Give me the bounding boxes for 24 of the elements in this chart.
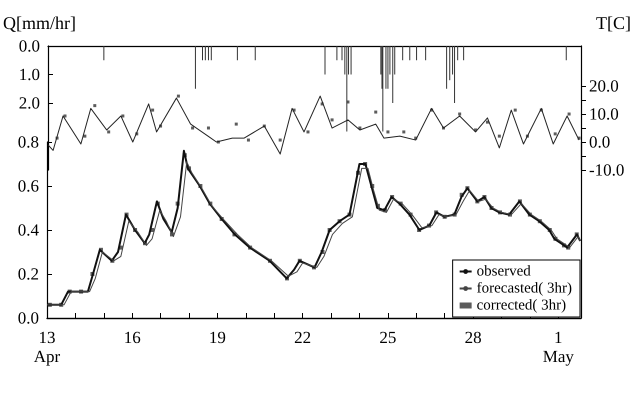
x-tick-label: 25 <box>379 328 396 347</box>
y-tick-label: 0.4 <box>18 220 40 240</box>
x-tick-label: 16 <box>124 328 141 347</box>
y-tick-label: 1.0 <box>18 65 40 84</box>
y-axis-title: Q[mm/hr] <box>3 13 76 33</box>
y-tick-label: 0.6 <box>18 176 39 196</box>
y-tick-label: 0.0 <box>18 308 39 328</box>
y-tick-label: 0.8 <box>18 132 39 152</box>
x-tick-label: 19 <box>208 328 226 347</box>
y2-tick-label: 0.0 <box>589 132 610 152</box>
y2-tick-label: 10.0 <box>589 104 619 124</box>
y-tick-label: 2.0 <box>18 94 40 113</box>
y2-tick-label: 20.0 <box>589 76 619 96</box>
y-tick-label: 0.2 <box>18 264 39 284</box>
legend-label: corrected( 3hr) <box>476 298 566 314</box>
y2-axis-title: T[C] <box>596 13 631 33</box>
x-tick-label: 13 Apr <box>34 328 61 366</box>
x-tick-label: 1 May <box>542 328 574 366</box>
y-tick-label: 0.0 <box>18 36 40 56</box>
y2-tick-label: -10.0 <box>589 160 624 180</box>
x-tick-label: 28 <box>464 328 482 347</box>
legend-label: forecasted( 3hr) <box>476 280 572 296</box>
legend-label: observed <box>476 264 532 280</box>
x-tick-label: 22 <box>294 328 312 347</box>
